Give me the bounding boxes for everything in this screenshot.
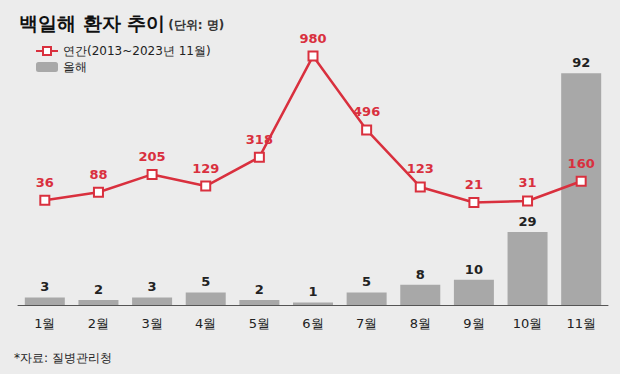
svg-text:129: 129 (192, 161, 219, 176)
svg-text:3: 3 (40, 279, 49, 294)
svg-text:(단위: 명): (단위: 명) (168, 18, 224, 32)
svg-text:7월: 7월 (356, 316, 377, 331)
svg-text:496: 496 (353, 104, 380, 119)
svg-text:3월: 3월 (141, 316, 162, 331)
svg-text:980: 980 (299, 31, 326, 46)
svg-text:올해: 올해 (63, 60, 87, 74)
svg-text:8: 8 (416, 267, 425, 282)
svg-text:11월: 11월 (566, 316, 596, 331)
svg-text:1: 1 (308, 284, 317, 299)
svg-text:123: 123 (407, 161, 434, 176)
svg-text:연간(2013~2023년 11월): 연간(2013~2023년 11월) (63, 44, 211, 58)
svg-text:4월: 4월 (195, 316, 216, 331)
svg-text:5월: 5월 (249, 316, 270, 331)
svg-text:5: 5 (201, 274, 210, 289)
svg-text:5: 5 (362, 274, 371, 289)
svg-text:10월: 10월 (513, 316, 543, 331)
svg-text:8월: 8월 (410, 316, 431, 331)
svg-text:29: 29 (518, 214, 536, 229)
svg-text:36: 36 (36, 175, 54, 190)
svg-text:6월: 6월 (302, 316, 323, 331)
svg-text:9월: 9월 (463, 316, 484, 331)
svg-text:2: 2 (255, 282, 264, 297)
svg-text:318: 318 (246, 132, 273, 147)
svg-text:31: 31 (518, 175, 536, 190)
svg-text:92: 92 (572, 55, 590, 70)
svg-text:160: 160 (568, 156, 595, 171)
svg-text:10: 10 (465, 262, 483, 277)
svg-text:21: 21 (465, 177, 483, 192)
svg-text:205: 205 (139, 149, 166, 164)
svg-text:2: 2 (94, 282, 103, 297)
svg-text:1월: 1월 (34, 316, 55, 331)
svg-text:3: 3 (148, 279, 157, 294)
svg-text:2월: 2월 (88, 316, 109, 331)
svg-text:백일해 환자 추이: 백일해 환자 추이 (19, 12, 165, 34)
svg-text:*자료: 질병관리청: *자료: 질병관리청 (14, 351, 112, 365)
svg-text:88: 88 (89, 167, 107, 182)
